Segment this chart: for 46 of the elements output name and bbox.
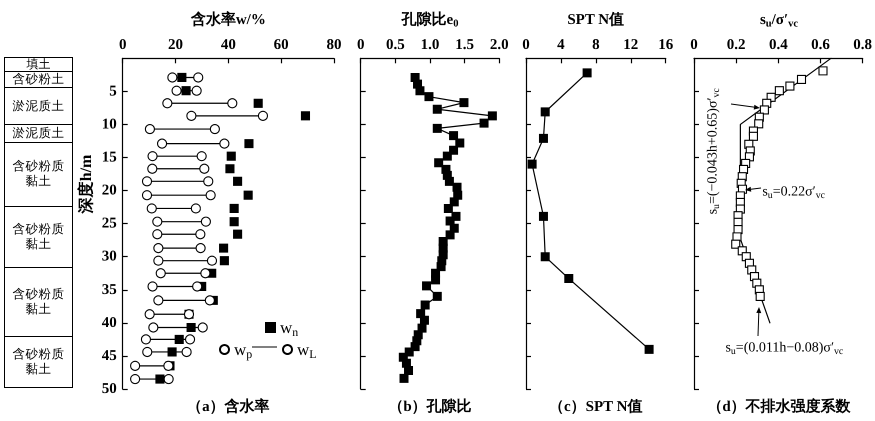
y-tick-label: 10 [102,116,117,132]
x-tick-label: 40 [220,36,236,53]
y-tick-label: 40 [102,314,117,331]
x-tick-label: 2.0 [490,36,509,53]
text: 含砂粉质黏土 [5,336,72,387]
text: （d）不排水强度系数 [707,397,852,415]
text: 含砂粉质黏土 [5,142,72,206]
x-tick-label: 0 [690,36,698,53]
text: 淤泥质土 [5,86,72,124]
text: 含砂粉土 [5,70,72,87]
text: （a）含水率 [187,397,270,415]
x-tick-label: 0.2 [726,36,746,53]
text: （b）孔隙比 [388,398,472,415]
y-tick-label: 15 [102,150,117,166]
y-tick-label: 45 [102,348,117,364]
x-tick-label: 80 [326,36,342,53]
x-tick-label: 0 [118,36,126,53]
x-tick-label: 0.8 [853,36,872,53]
x-axis-title: 含水率w/% [190,10,266,28]
y-tick-label: 50 [102,381,117,397]
x-tick-label: 0 [356,36,364,53]
y-tick-label: 5 [109,83,117,100]
text: 含砂粉质黏土 [5,266,72,336]
y-tick-label: 20 [102,182,117,199]
x-tick-label: 16 [658,36,674,53]
text: 含砂粉质黏土 [5,206,72,267]
x-tick-label: 4 [557,36,566,53]
y-tick-label: 25 [102,216,117,232]
y-tick-label: 30 [102,248,117,265]
x-axis-title: SPT N值 [567,11,624,28]
x-tick-label: 12 [623,36,638,53]
annotation: su=(−0.043h+0.65)σ′vc [706,88,722,214]
x-tick-label: 1.5 [455,36,474,53]
text: 填土 [26,57,52,72]
y-tick-label: 35 [102,282,117,298]
x-tick-label: 60 [274,36,289,53]
y-axis-title: 深度h/m [76,154,96,214]
text: 淤泥质土 [5,124,72,142]
x-tick-label: 0.4 [768,36,788,53]
x-tick-label: 0 [522,36,530,53]
x-tick-label: 0.6 [811,36,830,53]
x-tick-label: 8 [592,36,600,53]
x-tick-label: 0.5 [386,36,405,53]
x-tick-label: 1.0 [420,36,440,53]
text: （c）SPT N值 [548,398,642,415]
x-tick-label: 20 [168,36,184,53]
